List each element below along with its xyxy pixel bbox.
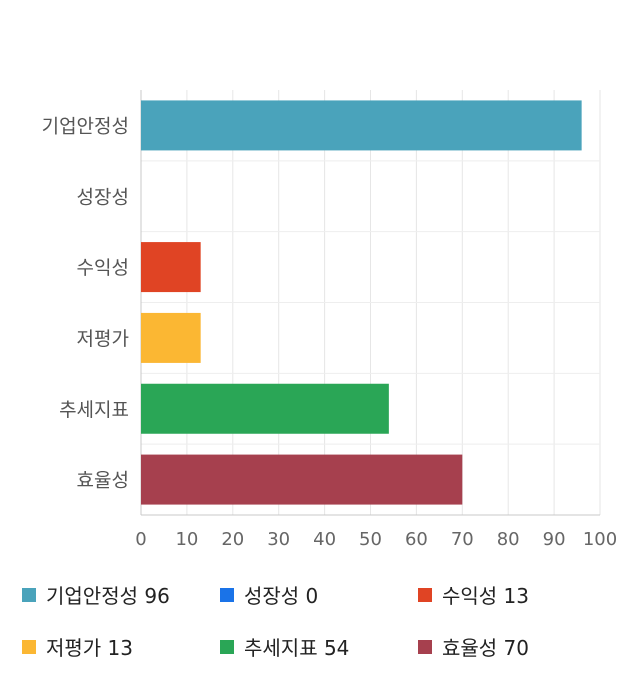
x-tick-label: 30	[267, 529, 290, 550]
bar-2	[141, 242, 201, 293]
category-label: 추세지표	[59, 399, 129, 421]
legend-swatch	[220, 587, 234, 602]
legend-item: 효율성 70	[418, 632, 529, 661]
legend-label: 기업안정성 96	[46, 584, 170, 608]
legend-swatch	[22, 587, 36, 602]
legend-item: 저평가 13	[22, 632, 133, 661]
x-tick-label: 100	[583, 529, 617, 550]
x-tick-label: 70	[451, 529, 474, 550]
category-label: 효율성	[77, 470, 129, 492]
legend-label: 추세지표 54	[244, 636, 350, 660]
legend-item: 수익성 13	[418, 580, 529, 609]
legend-swatch	[418, 587, 432, 602]
bar-5	[141, 454, 463, 505]
category-label: 기업안정성	[42, 115, 129, 137]
x-tick-label: 10	[175, 529, 198, 550]
legend-label: 수익성 13	[442, 584, 530, 608]
bar-3	[141, 312, 201, 363]
category-label: 수익성	[77, 257, 129, 279]
category-label: 저평가	[77, 328, 129, 350]
bar-4	[141, 383, 389, 434]
legend-label: 저평가 13	[46, 636, 134, 660]
legend-item: 추세지표 54	[220, 632, 349, 661]
x-tick-label: 0	[135, 529, 146, 550]
legend-item: 기업안정성 96	[22, 580, 170, 609]
legend-label: 효율성 70	[442, 636, 530, 660]
legend-label: 성장성 0	[244, 584, 319, 608]
bar-0	[141, 100, 582, 151]
legend-swatch	[418, 639, 432, 654]
x-tick-label: 60	[405, 529, 428, 550]
x-tick-label: 80	[497, 529, 520, 550]
legend-swatch	[22, 639, 36, 654]
legend-swatch	[220, 639, 234, 654]
category-label: 성장성	[77, 186, 129, 208]
x-tick-label: 50	[359, 529, 382, 550]
legend-item: 성장성 0	[220, 580, 318, 609]
x-tick-label: 40	[313, 529, 336, 550]
x-tick-label: 90	[543, 529, 566, 550]
x-tick-label: 20	[221, 529, 244, 550]
